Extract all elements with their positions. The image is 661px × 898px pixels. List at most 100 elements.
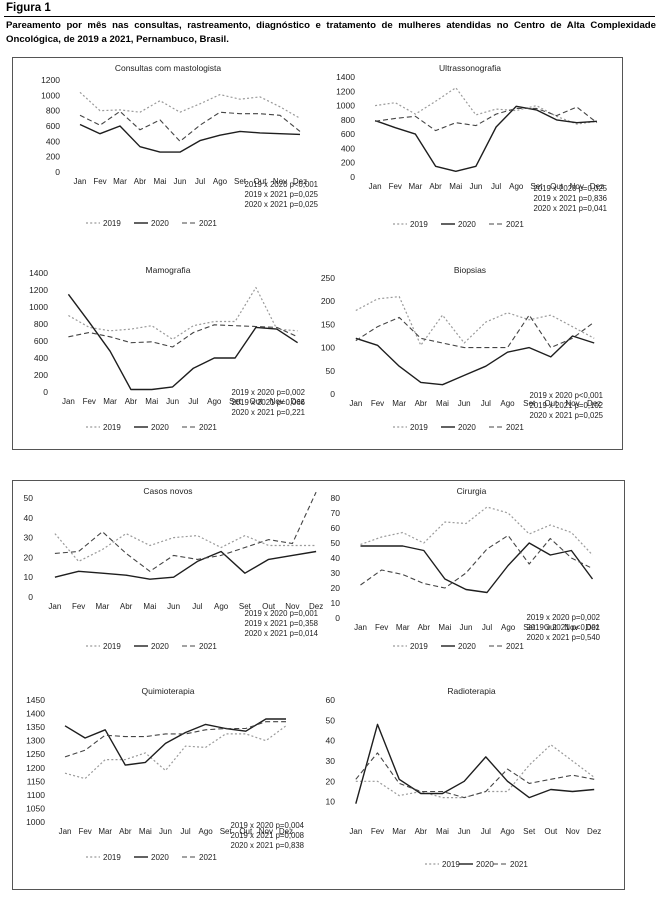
- casos-novos-ytick: 40: [24, 513, 34, 523]
- biopsias-xtick: Ago: [500, 399, 515, 408]
- chart-ultrassonografia: Ultrassonografia 0 200 400 600 800 1000 1200 140…: [336, 63, 608, 229]
- radioterapia-title: Radioterapia: [447, 686, 495, 696]
- biopsias-series-2019: [355, 295, 595, 346]
- biopsias-stat: 2020 x 2021 p=0,025: [530, 411, 604, 420]
- casos-novos-title: Casos novos: [143, 486, 192, 496]
- quimioterapia-xtick: Fev: [78, 827, 91, 836]
- consultas-com-mastologista-xtick: Dez: [293, 177, 307, 186]
- ultrassonografia-xtick: Ago: [509, 182, 524, 191]
- mamografia-ytick: 1400: [29, 268, 48, 278]
- ultrassonografia-xtick: Mar: [409, 182, 423, 191]
- casos-novos-xtick: Fev: [72, 602, 85, 611]
- quimioterapia-stat: 2019 x 2020 p=0,004: [231, 821, 305, 830]
- ultrassonografia-xtick: Mai: [449, 182, 462, 191]
- cirurgia-ytick: 70: [331, 508, 341, 518]
- consultas-com-mastologista-xtick: Set: [234, 177, 247, 186]
- mamografia-ytick: 600: [34, 336, 48, 346]
- quimioterapia-ytick: 1300: [26, 736, 45, 746]
- quimioterapia-series-2021: [64, 721, 286, 758]
- cirurgia-stat: 2019 x 2021 p<0,001: [527, 623, 601, 632]
- figure-label: Figura 1: [6, 2, 51, 14]
- biopsias-legend-label-2020: 2020: [458, 423, 476, 432]
- mamografia-legend-label-2019: 2019: [103, 423, 121, 432]
- quimioterapia-title: Quimioterapia: [142, 686, 195, 696]
- consultas-com-mastologista-ytick: 800: [46, 106, 60, 116]
- radioterapia-xtick: Mai: [436, 827, 449, 836]
- biopsias-xtick: Set: [523, 399, 536, 408]
- ultrassonografia-xtick: Set: [530, 182, 543, 191]
- cirurgia-series-2021: [360, 534, 593, 589]
- ultrassonografia-stat: 2020 x 2021 p=0,041: [534, 204, 608, 213]
- ultrassonografia-ytick: 200: [341, 158, 355, 168]
- consultas-com-mastologista-xtick: Nov: [273, 177, 287, 186]
- radioterapia-series-2020: [355, 723, 595, 804]
- cirurgia-stat: 2019 x 2020 p=0,002: [527, 613, 601, 622]
- consultas-com-mastologista-series-2019: [79, 91, 301, 119]
- ultrassonografia-ytick: 400: [341, 143, 355, 153]
- casos-novos-xtick: Abr: [120, 602, 133, 611]
- casos-novos-xtick: Jan: [48, 602, 61, 611]
- mamografia-xtick: Jul: [188, 397, 198, 406]
- cirurgia-ytick: 50: [331, 538, 341, 548]
- cirurgia-xtick: Jun: [460, 623, 473, 632]
- casos-novos-xtick: Dez: [309, 602, 323, 611]
- radioterapia-xtick: Mar: [392, 827, 406, 836]
- cirurgia-legend-label-2019: 2019: [410, 642, 428, 651]
- casos-novos-stat: 2019 x 2021 p=0,358: [245, 619, 319, 628]
- mamografia-xtick: Mai: [145, 397, 158, 406]
- biopsias-stat: 2019 x 2021 p=0,102: [530, 401, 604, 410]
- ultrassonografia-xtick: Out: [550, 182, 564, 191]
- quimioterapia-xtick: Mai: [139, 827, 152, 836]
- consultas-com-mastologista-ytick: 400: [46, 136, 60, 146]
- mamografia-xtick: Jan: [62, 397, 75, 406]
- consultas-com-mastologista-ytick: 1000: [41, 90, 60, 100]
- quimioterapia-ytick: 1350: [26, 722, 45, 732]
- biopsias-xtick: Fev: [371, 399, 384, 408]
- ultrassonografia-ytick: 1000: [336, 101, 355, 111]
- quimioterapia-ytick: 1400: [26, 709, 45, 719]
- quimioterapia-ytick: 1100: [27, 790, 46, 800]
- cirurgia-xtick: Set: [523, 623, 536, 632]
- biopsias-xtick: Jun: [458, 399, 471, 408]
- ultrassonografia-ytick: 1400: [336, 72, 355, 82]
- radioterapia-xtick: Set: [523, 827, 536, 836]
- consultas-com-mastologista-stat: 2019 x 2021 p=0,025: [245, 190, 319, 199]
- quimioterapia-legend-label-2019: 2019: [103, 853, 121, 862]
- ultrassonografia-xtick: Abr: [429, 182, 442, 191]
- mamografia-ytick: 0: [43, 387, 48, 397]
- mamografia-xtick: Abr: [125, 397, 138, 406]
- consultas-com-mastologista-legend-label-2021: 2021: [199, 219, 217, 228]
- chart-biopsias: Biopsias 0 50 100 150 200 250 Jan Fev Mar Abr Mai Ju…: [321, 265, 604, 432]
- ultrassonografia-xtick: Jan: [369, 182, 382, 191]
- biopsias-ytick: 0: [330, 389, 335, 399]
- chart-consultas: Consultas com mastologista 0 200 400 600 800 1…: [41, 63, 319, 228]
- consultas-com-mastologista-xtick: Out: [254, 177, 268, 186]
- radioterapia-xtick: Abr: [415, 827, 428, 836]
- quimioterapia-xtick: Dez: [279, 827, 293, 836]
- quimioterapia-ytick: 1050: [26, 803, 45, 813]
- mamografia-ytick: 1200: [29, 285, 48, 295]
- cirurgia-ytick: 30: [331, 568, 341, 578]
- mamografia-xtick: Mar: [103, 397, 117, 406]
- mamografia-xtick: Jun: [166, 397, 179, 406]
- consultas-com-mastologista-xtick: Ago: [213, 177, 228, 186]
- casos-novos-ytick: 20: [24, 552, 34, 562]
- ultrassonografia-series-2019: [375, 87, 597, 125]
- chart-radioterapia: Radioterapia 10 20 30 40 50 60 Jan Fev Mar Abr Mai J…: [326, 686, 602, 869]
- casos-novos-xtick: Set: [239, 602, 252, 611]
- radioterapia-xtick: Out: [544, 827, 558, 836]
- quimioterapia-stat: 2019 x 2021 p=0,008: [231, 831, 305, 840]
- cirurgia-xtick: Jul: [482, 623, 492, 632]
- consultas-com-mastologista-ytick: 200: [46, 152, 60, 162]
- cirurgia-xtick: Jan: [354, 623, 367, 632]
- radioterapia-legend-label-2019: 2019: [442, 860, 460, 869]
- quimioterapia-xtick: Jul: [180, 827, 190, 836]
- cirurgia-xtick: Abr: [418, 623, 431, 632]
- biopsias-xtick: Jul: [481, 399, 491, 408]
- casos-novos-legend-label-2020: 2020: [151, 642, 169, 651]
- consultas-com-mastologista-series-2021: [79, 110, 301, 142]
- cirurgia-ytick: 60: [331, 523, 341, 533]
- radioterapia-xtick: Fev: [371, 827, 384, 836]
- chart-casos-novos: Casos novos 0 10 20 30 40 50 Jan Fev Mar Abr Mai Jun…: [24, 486, 324, 651]
- ultrassonografia-ytick: 1200: [336, 86, 355, 96]
